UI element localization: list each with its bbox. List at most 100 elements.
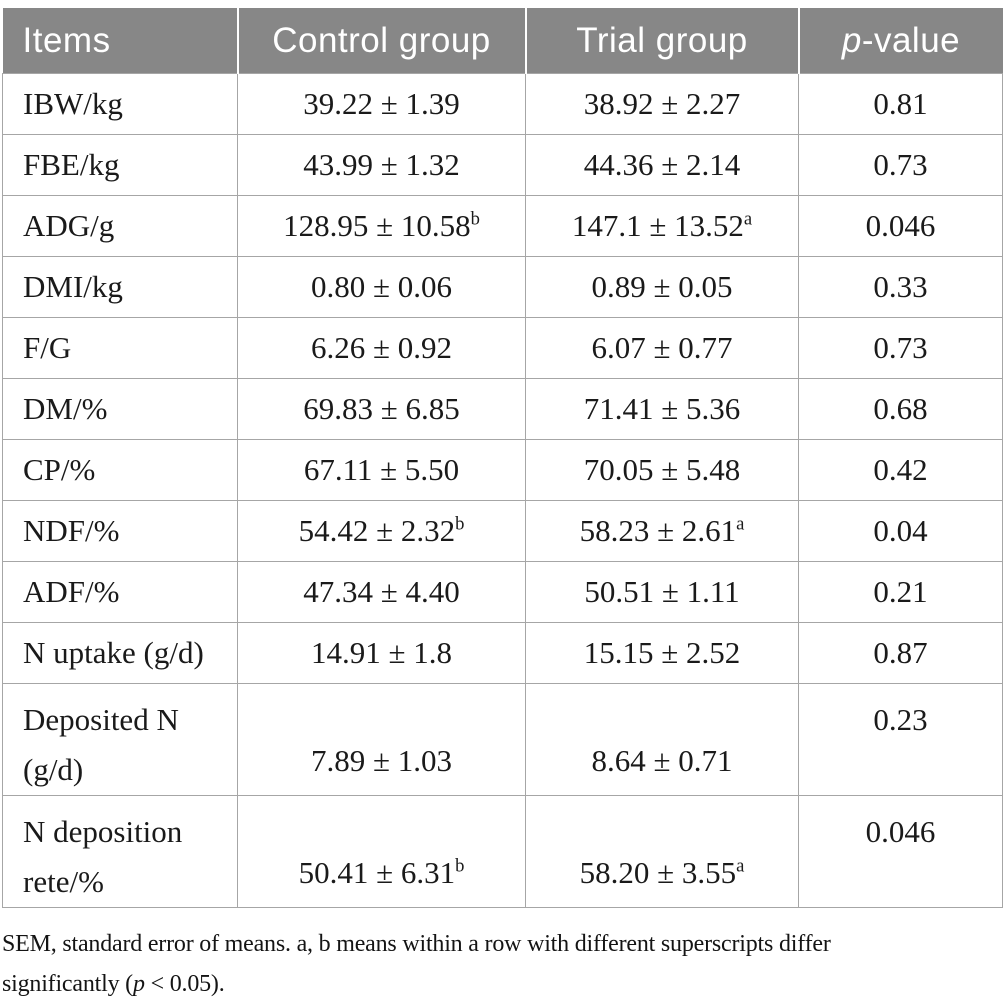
item-label-line: Deposited N: [23, 702, 179, 737]
control-value: 67.11 ± 5.50: [303, 452, 460, 487]
control-value-cell: 0.80 ± 0.06: [237, 256, 526, 318]
p-value-cell: 0.73: [798, 134, 1003, 196]
item-label-line: N uptake (g/d): [23, 635, 204, 670]
control-value: 69.83 ± 6.85: [303, 391, 460, 426]
p-value-cell: 0.23: [798, 683, 1003, 796]
trial-value: 0.89 ± 0.05: [591, 269, 733, 304]
item-label-line: FBE/kg: [23, 147, 120, 182]
p-value: 0.68: [873, 391, 928, 426]
control-value: 7.89 ± 1.03: [310, 743, 452, 778]
item-cell: NDF/%: [2, 500, 238, 562]
trial-value-cell: 38.92 ± 2.27: [525, 73, 799, 135]
p-value: 0.87: [873, 635, 928, 670]
item-label-line: ADG/g: [23, 208, 115, 243]
item-cell: ADF/%: [2, 561, 238, 623]
table-row: ADG/g 128.95 ± 10.58b 147.1 ± 13.52a 0.046: [2, 195, 1003, 257]
results-table: Items Control group Trial group p-value …: [2, 8, 1003, 908]
p-value: 0.23: [873, 702, 928, 737]
item-cell: IBW/kg: [2, 73, 238, 135]
item-label-line: DMI/kg: [23, 269, 123, 304]
p-value-cell: 0.81: [798, 73, 1003, 135]
p-value-cell: 0.046: [798, 795, 1003, 908]
item-cell: CP/%: [2, 439, 238, 501]
p-value: 0.21: [873, 574, 928, 609]
item-label-line: CP/%: [23, 452, 96, 487]
p-value: 0.81: [873, 86, 928, 121]
control-value-cell: 69.83 ± 6.85: [237, 378, 526, 440]
control-value-cell: 67.11 ± 5.50: [237, 439, 526, 501]
item-cell: FBE/kg: [2, 134, 238, 196]
trial-value: 147.1 ± 13.52: [571, 208, 744, 243]
control-value-cell: 43.99 ± 1.32: [237, 134, 526, 196]
table-row: N deposition rete/% 50.41 ± 6.31b 58.20 ± 3…: [2, 795, 1003, 908]
p-value: 0.33: [873, 269, 928, 304]
item-cell: Deposited N (g/d): [2, 683, 238, 796]
trial-value: 71.41 ± 5.36: [583, 391, 741, 426]
table-row: F/G 6.26 ± 0.92 6.07 ± 0.77 0.73: [2, 317, 1003, 379]
p-value-cell: 0.046: [798, 195, 1003, 257]
item-cell: DMI/kg: [2, 256, 238, 318]
control-value: 39.22 ± 1.39: [303, 86, 460, 121]
control-value: 50.41 ± 6.31: [298, 855, 456, 890]
table-row: N uptake (g/d) 14.91 ± 1.8 15.15 ± 2.52 0.8…: [2, 622, 1003, 684]
trial-value: 58.20 ± 3.55: [579, 855, 737, 890]
trial-value: 6.07 ± 0.77: [591, 330, 733, 365]
header-items: Items: [2, 8, 239, 74]
footnote-line1: SEM, standard error of means. a, b means…: [2, 931, 831, 957]
control-value-cell: 50.41 ± 6.31b: [237, 795, 526, 908]
item-label-line: NDF/%: [23, 513, 120, 548]
item-label-line: rete/%: [23, 864, 104, 899]
p-value-cell: 0.21: [798, 561, 1003, 623]
control-value: 6.26 ± 0.92: [310, 330, 452, 365]
p-value: 0.04: [873, 513, 928, 548]
trial-value: 70.05 ± 5.48: [583, 452, 741, 487]
control-value: 54.42 ± 2.32: [298, 513, 456, 548]
control-value: 128.95 ± 10.58: [283, 208, 471, 243]
control-value: 43.99 ± 1.32: [303, 147, 460, 182]
p-value: 0.73: [873, 147, 928, 182]
trial-value-cell: 58.23 ± 2.61a: [525, 500, 799, 562]
table-row: ADF/% 47.34 ± 4.40 50.51 ± 1.11 0.21: [2, 561, 1003, 623]
control-value-cell: 54.42 ± 2.32b: [237, 500, 526, 562]
superscript-mark: b: [455, 855, 465, 877]
control-value-cell: 14.91 ± 1.8: [237, 622, 526, 684]
table-header: Items Control group Trial group p-value: [2, 8, 1003, 74]
item-label-line: ADF/%: [23, 574, 120, 609]
control-value-cell: 7.89 ± 1.03: [237, 683, 526, 796]
item-label-line: F/G: [23, 330, 72, 365]
header-trial-group: Trial group: [525, 8, 800, 74]
control-value: 0.80 ± 0.06: [310, 269, 452, 304]
p-value-italic-p: p: [841, 20, 862, 60]
p-value-rest: -value: [861, 20, 961, 60]
p-value-cell: 0.04: [798, 500, 1003, 562]
item-cell: DM/%: [2, 378, 238, 440]
item-cell: N uptake (g/d): [2, 622, 238, 684]
table-row: IBW/kg 39.22 ± 1.39 38.92 ± 2.27 0.81: [2, 73, 1003, 135]
table-footnote: SEM, standard error of means. a, b means…: [2, 924, 1005, 999]
footnote-italic-p: p: [132, 971, 145, 997]
control-value-cell: 6.26 ± 0.92: [237, 317, 526, 379]
table-row: Deposited N (g/d) 7.89 ± 1.03 8.64 ± 0.71 0.…: [2, 683, 1003, 796]
trial-value-cell: 44.36 ± 2.14: [525, 134, 799, 196]
item-cell: ADG/g: [2, 195, 238, 257]
superscript-mark: a: [743, 208, 753, 230]
trial-value-cell: 50.51 ± 1.11: [525, 561, 799, 623]
superscript-mark: b: [455, 513, 465, 535]
trial-value-cell: 70.05 ± 5.48: [525, 439, 799, 501]
trial-value-cell: 71.41 ± 5.36: [525, 378, 799, 440]
footnote-line2-suffix: < 0.05).: [144, 971, 225, 997]
table-body: IBW/kg 39.22 ± 1.39 38.92 ± 2.27 0.81 FBE/kg…: [2, 73, 1003, 908]
trial-value-cell: 147.1 ± 13.52a: [525, 195, 799, 257]
trial-value: 38.92 ± 2.27: [583, 86, 741, 121]
trial-value-cell: 6.07 ± 0.77: [525, 317, 799, 379]
item-label-line: DM/%: [23, 391, 108, 426]
p-value-cell: 0.33: [798, 256, 1003, 318]
control-value-cell: 47.34 ± 4.40: [237, 561, 526, 623]
trial-value: 50.51 ± 1.11: [584, 574, 740, 609]
superscript-mark: b: [470, 208, 480, 230]
item-cell: N deposition rete/%: [2, 795, 238, 908]
table-row: DMI/kg 0.80 ± 0.06 0.89 ± 0.05 0.33: [2, 256, 1003, 318]
control-value-cell: 39.22 ± 1.39: [237, 73, 526, 135]
item-cell: F/G: [2, 317, 238, 379]
